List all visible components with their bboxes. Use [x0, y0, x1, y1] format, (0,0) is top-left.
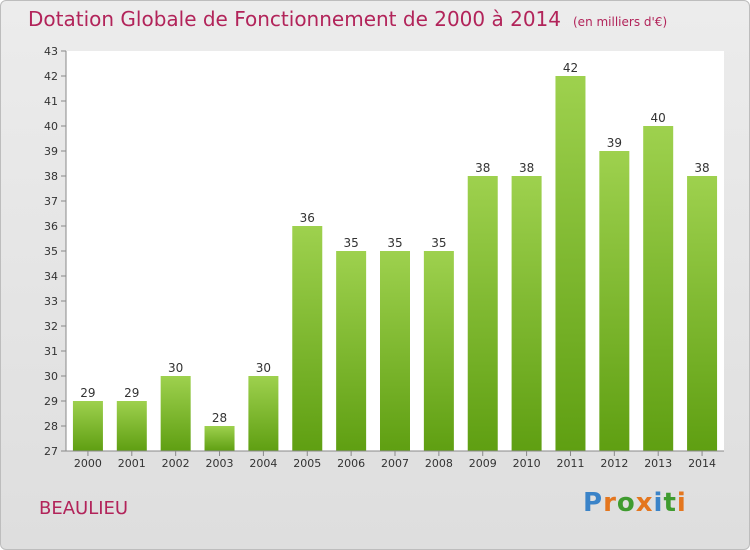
bar-2014: [687, 176, 718, 451]
x-tick-label-2001: 2001: [118, 457, 146, 470]
value-label-2011: 42: [563, 61, 578, 75]
y-tick-label: 38: [44, 170, 58, 183]
bar-2010: [511, 176, 542, 451]
x-tick-label-2007: 2007: [381, 457, 409, 470]
y-tick-label: 30: [44, 370, 58, 383]
y-tick-label: 27: [44, 445, 58, 458]
chart-subtitle: (en milliers d'€): [573, 15, 668, 29]
value-label-2001: 29: [124, 386, 139, 400]
chart-title-text: Dotation Globale de Fonctionnement de 20…: [28, 7, 561, 31]
y-tick-label: 40: [44, 120, 58, 133]
chart-title: Dotation Globale de Fonctionnement de 20…: [28, 7, 667, 31]
bar-2011: [555, 76, 586, 451]
y-tick-label: 41: [44, 95, 58, 108]
bar-2001: [116, 401, 147, 451]
proxiti-logo: Proxiti: [583, 488, 687, 518]
x-tick-label-2009: 2009: [469, 457, 497, 470]
value-label-2012: 39: [607, 136, 622, 150]
value-label-2008: 35: [431, 236, 446, 250]
x-tick-label-2006: 2006: [337, 457, 365, 470]
commune-name: BEAULIEU: [39, 498, 129, 519]
logo-letter: r: [603, 488, 617, 518]
bar-2002: [160, 376, 191, 451]
logo-letter: o: [616, 488, 636, 518]
value-label-2004: 30: [256, 361, 271, 375]
x-tick-label-2014: 2014: [688, 457, 716, 470]
bar-2000: [72, 401, 103, 451]
x-tick-label-2008: 2008: [425, 457, 453, 470]
y-tick-label: 32: [44, 320, 58, 333]
bar-2008: [423, 251, 454, 451]
value-label-2000: 29: [80, 386, 95, 400]
x-tick-label-2010: 2010: [513, 457, 541, 470]
x-tick-label-2000: 2000: [74, 457, 102, 470]
bar-2012: [599, 151, 630, 451]
y-tick-label: 37: [44, 195, 58, 208]
logo-letter: i: [676, 488, 687, 518]
bar-2009: [467, 176, 498, 451]
bar-2007: [380, 251, 410, 451]
value-label-2006: 35: [343, 236, 358, 250]
value-label-2002: 30: [168, 361, 183, 375]
logo-letter: t: [663, 488, 677, 518]
bar-2006: [336, 251, 367, 451]
bar-2005: [292, 226, 323, 451]
y-tick-label: 35: [44, 245, 58, 258]
x-tick-label-2012: 2012: [600, 457, 628, 470]
logo-letter: P: [583, 488, 604, 518]
bar-2013: [643, 126, 674, 451]
y-tick-label: 28: [44, 420, 58, 433]
y-tick-label: 43: [44, 45, 58, 58]
value-label-2014: 38: [694, 161, 709, 175]
value-label-2013: 40: [651, 111, 666, 125]
value-label-2010: 38: [519, 161, 534, 175]
y-tick-label: 31: [44, 345, 58, 358]
logo-letter: x: [635, 488, 654, 518]
y-tick-label: 42: [44, 70, 58, 83]
value-label-2009: 38: [475, 161, 490, 175]
x-tick-label-2005: 2005: [293, 457, 321, 470]
y-tick-label: 34: [44, 270, 58, 283]
bar-2003: [204, 426, 235, 451]
x-tick-label-2003: 2003: [206, 457, 234, 470]
y-tick-label: 29: [44, 395, 58, 408]
value-label-2005: 36: [300, 211, 315, 225]
value-label-2003: 28: [212, 411, 227, 425]
bar-2004: [248, 376, 279, 451]
y-tick-label: 39: [44, 145, 58, 158]
y-tick-label: 36: [44, 220, 58, 233]
y-tick-label: 33: [44, 295, 58, 308]
x-tick-label-2002: 2002: [162, 457, 190, 470]
x-tick-label-2013: 2013: [644, 457, 672, 470]
x-tick-label-2004: 2004: [249, 457, 277, 470]
x-tick-label-2011: 2011: [556, 457, 584, 470]
value-label-2007: 35: [387, 236, 402, 250]
logo-letter: i: [653, 488, 664, 518]
